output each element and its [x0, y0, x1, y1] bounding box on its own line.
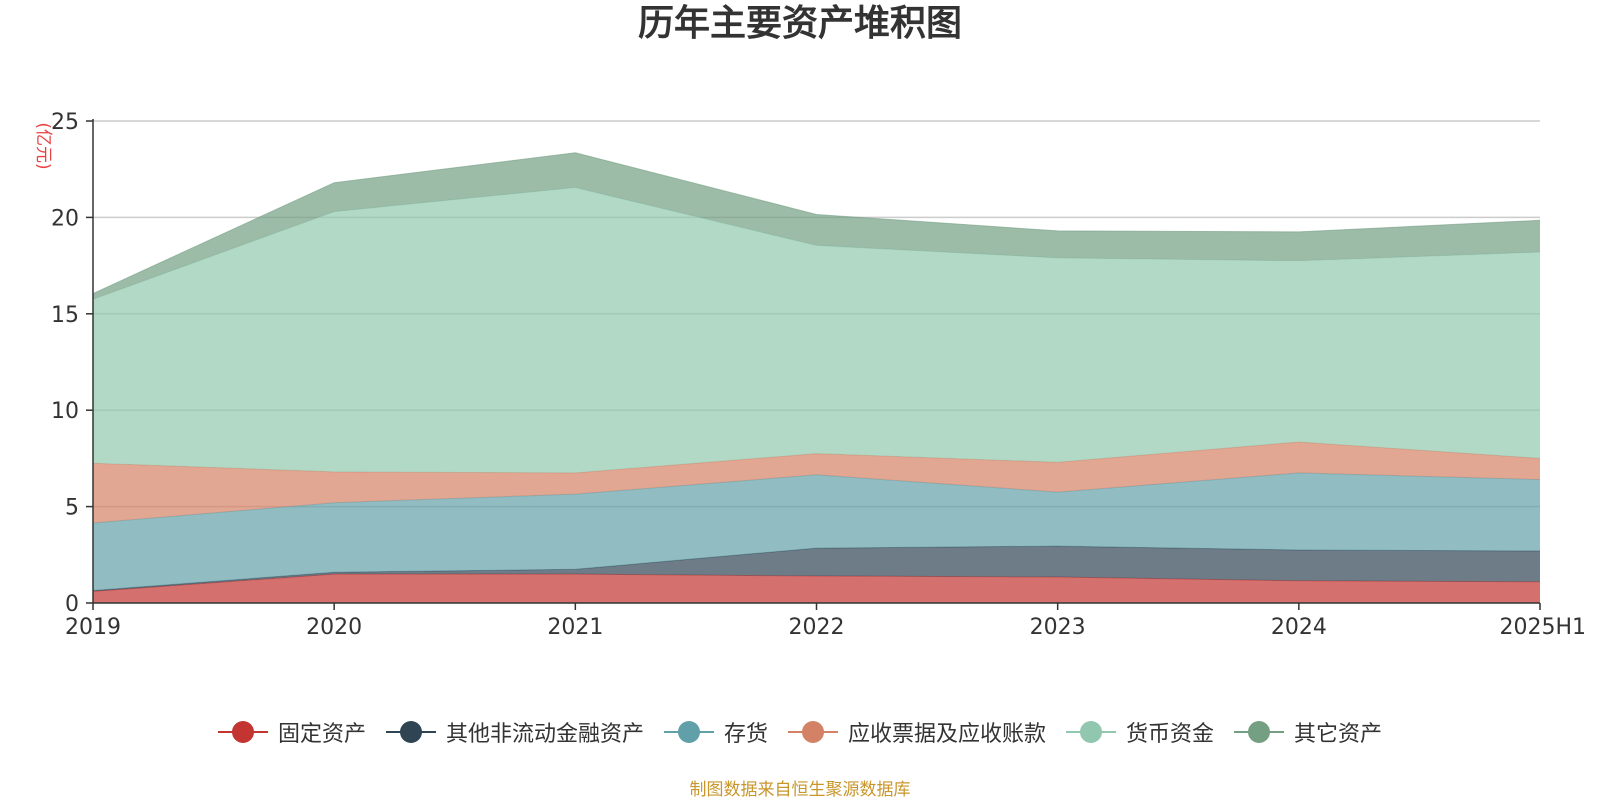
area-series-应收票据及应收账款 — [93, 442, 1540, 523]
legend-label: 固定资产 — [277, 722, 366, 747]
legend-item[interactable]: 货币资金 — [1066, 716, 1214, 748]
area-series-存货 — [93, 472, 1540, 591]
legend-dot — [802, 721, 824, 743]
legend-marker-icon — [1066, 718, 1117, 746]
area-series-其他非流动金融资产 — [93, 546, 1540, 592]
x-tick-label: 2022 — [789, 615, 845, 640]
y-axis-unit-label: (亿元) — [33, 122, 53, 169]
legend-label: 其他非流动金融资产 — [445, 722, 644, 747]
axes: 0 5 10 15 20 25 2019 2020 2021 2022 2023 2024 2025H1 — [51, 110, 1586, 640]
legend-item[interactable]: 固定资产 — [217, 716, 366, 748]
y-tick-label: 15 — [51, 303, 79, 328]
legend-dot — [1248, 721, 1271, 743]
legend-label: 存货 — [723, 722, 768, 747]
legend-label: 其它资产 — [1294, 722, 1383, 747]
legend-marker-icon — [385, 718, 436, 746]
y-tick-label: 0 — [65, 592, 79, 617]
legend-dot — [677, 721, 700, 743]
x-tick-label: 2024 — [1271, 615, 1327, 640]
area-edge-其它资产 — [92, 152, 1541, 295]
x-tick-label: 2019 — [65, 615, 121, 640]
area-series-其它资产 — [93, 152, 1540, 300]
legend-marker-icon — [217, 718, 268, 746]
x-tick-label: 2020 — [306, 615, 362, 640]
y-tick-label: 20 — [51, 206, 79, 231]
chart-title: 历年主要资产堆积图 — [637, 3, 962, 44]
legend-marker-icon — [1234, 718, 1285, 746]
legend-item[interactable]: 存货 — [663, 716, 768, 748]
y-tick-label: 5 — [65, 496, 79, 521]
x-tick-label: 2023 — [1030, 615, 1086, 640]
legend-label: 货币资金 — [1126, 722, 1215, 747]
y-tick-label: 10 — [51, 399, 79, 424]
legend-label: 应收票据及应收账款 — [848, 722, 1047, 747]
legend: 固定资产 其他非流动金融资产 存货 应收票据及应收账款 货币资金 其它资产 — [0, 716, 1600, 748]
source-note: 制图数据来自恒生聚源数据库 — [689, 780, 911, 800]
legend-marker-icon — [663, 718, 714, 746]
x-tick-label: 2025H1 — [1499, 615, 1586, 640]
x-tick-label: 2021 — [547, 615, 603, 640]
area-series-货币资金 — [93, 187, 1540, 473]
legend-item[interactable]: 应收票据及应收账款 — [788, 716, 1046, 748]
legend-dot — [399, 721, 422, 743]
legend-dot — [231, 721, 254, 743]
y-tick-label: 25 — [51, 110, 79, 135]
legend-dot — [1080, 721, 1103, 743]
area-series-固定资产 — [93, 574, 1540, 603]
stacked-areas — [92, 152, 1541, 603]
legend-item[interactable]: 其他非流动金融资产 — [385, 716, 644, 748]
legend-item[interactable]: 其它资产 — [1234, 716, 1382, 748]
legend-marker-icon — [788, 718, 838, 746]
